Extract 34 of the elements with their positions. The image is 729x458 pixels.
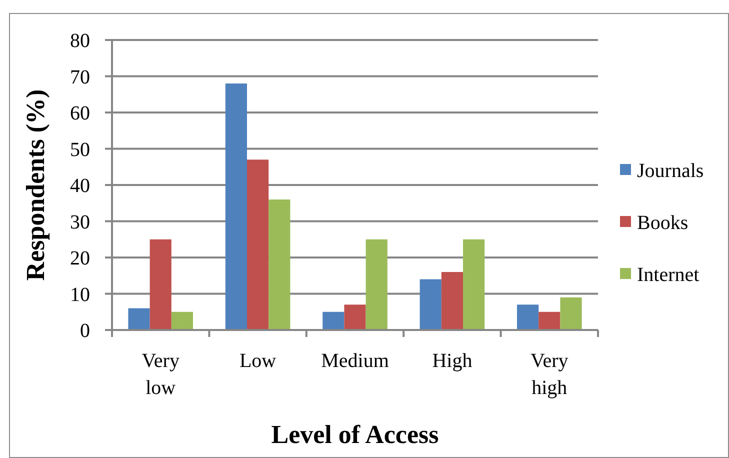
- bar: [366, 239, 388, 330]
- x-tick-label: Very low: [142, 350, 180, 399]
- y-tick-label: 80: [70, 30, 90, 52]
- bar: [150, 239, 172, 330]
- x-axis-title: Level of Access: [271, 420, 439, 449]
- bar: [247, 160, 269, 330]
- y-tick-label: 70: [70, 66, 90, 88]
- x-tick-label: High: [432, 350, 472, 372]
- bar: [268, 200, 290, 330]
- y-tick-label: 0: [80, 320, 90, 342]
- x-tick-label: Medium: [321, 350, 390, 372]
- bar: [344, 304, 366, 330]
- x-tick-label: Low: [239, 350, 277, 372]
- bar: [171, 312, 193, 330]
- y-tick-label: 60: [70, 102, 90, 124]
- y-tick-label: 50: [70, 138, 90, 161]
- bar: [322, 312, 344, 330]
- y-tick-label: 20: [70, 248, 90, 270]
- bar: [225, 84, 247, 330]
- legend-label: Journals: [637, 160, 704, 182]
- bar: [560, 297, 582, 330]
- x-tick-label: Very high: [530, 350, 568, 399]
- bar: [128, 308, 150, 330]
- bar: [420, 279, 442, 330]
- legend-label: Internet: [637, 264, 700, 286]
- bar: [538, 312, 560, 330]
- legend-label: Books: [637, 212, 688, 234]
- y-tick-label: 10: [70, 284, 90, 306]
- bar: [463, 239, 485, 330]
- bar: [441, 272, 463, 330]
- y-axis-title: Respondents (%): [21, 89, 50, 281]
- y-tick-label: 30: [70, 211, 90, 234]
- y-tick-label: 40: [70, 175, 90, 197]
- bar: [517, 304, 539, 330]
